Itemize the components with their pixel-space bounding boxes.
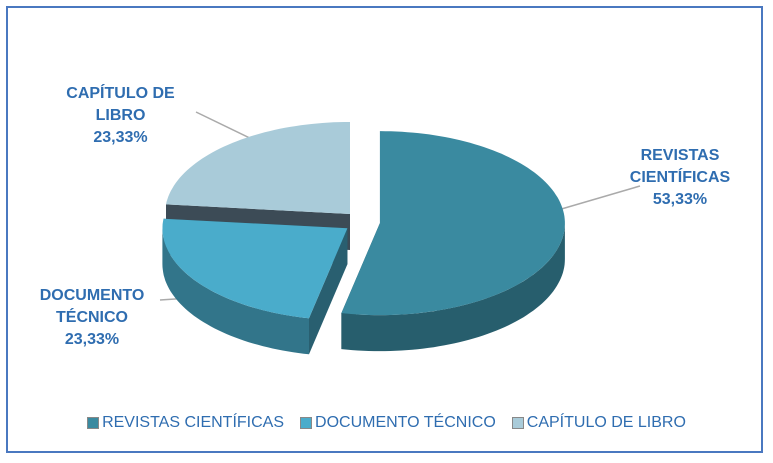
slice xyxy=(166,122,350,214)
legend-swatch xyxy=(511,417,524,429)
slice-wall xyxy=(162,228,309,355)
legend: REVISTAS CIENTÍFICAS DOCUMENTO TÉCNICO CAP… xyxy=(0,414,773,432)
leader-line xyxy=(557,185,641,211)
legend-item: REVISTAS CIENTÍFICAS xyxy=(87,414,284,432)
slice xyxy=(341,131,565,316)
label-category: DOCUMENTO TÉCNICO xyxy=(39,287,145,326)
slice xyxy=(162,218,348,319)
legend-swatch xyxy=(300,417,313,429)
legend-item: DOCUMENTO TÉCNICO xyxy=(300,414,496,432)
legend-item: CAPÍTULO DE LIBRO xyxy=(511,414,686,432)
legend-label: REVISTAS CIENTÍFICAS xyxy=(102,414,285,431)
legend-label: DOCUMENTO TÉCNICO xyxy=(315,414,496,431)
label-value: 23,33% xyxy=(93,129,148,146)
label-category: CAPÍTULO DE LIBRO xyxy=(66,85,175,124)
leader-line xyxy=(195,111,259,143)
data-label: DOCUMENTO TÉCNICO 23,33% xyxy=(22,285,162,351)
data-label: REVISTAS CIENTÍFICAS 53,33% xyxy=(615,145,745,211)
legend-swatch xyxy=(87,417,100,429)
chart-frame xyxy=(6,6,763,453)
label-value: 53,33% xyxy=(652,191,708,208)
data-label: CAPÍTULO DE LIBRO 23,33% xyxy=(58,83,183,149)
legend-label: CAPÍTULO DE LIBRO xyxy=(526,414,686,431)
label-value: 23,33% xyxy=(64,331,120,348)
label-category: REVISTAS CIENTÍFICAS xyxy=(629,147,731,186)
slice-wall xyxy=(341,223,565,352)
